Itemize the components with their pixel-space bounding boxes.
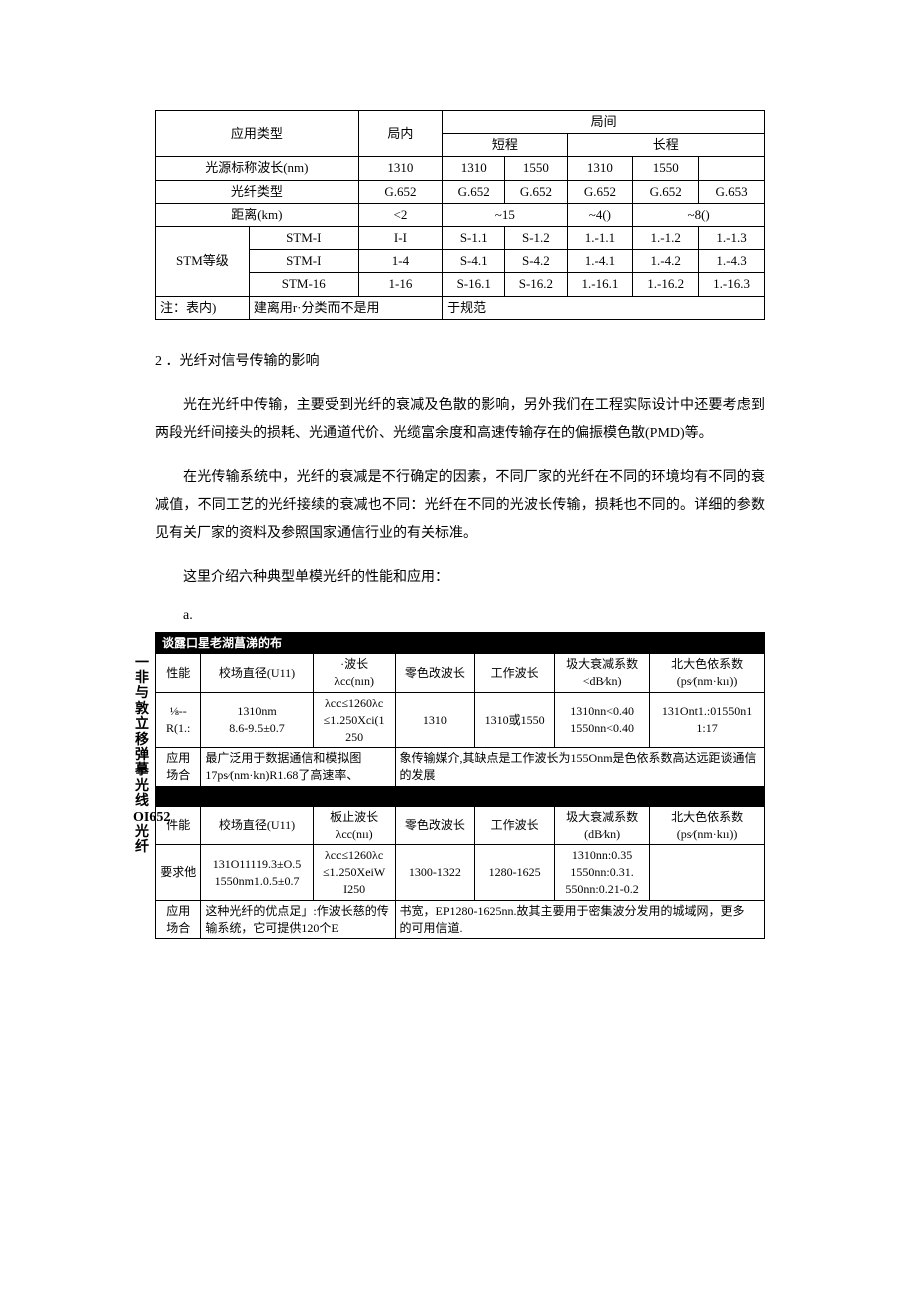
t1-cell: STM-16 xyxy=(249,273,358,296)
list-label: a. xyxy=(183,608,765,624)
t1-cell: 1.-1.2 xyxy=(633,226,699,249)
t1-cell: G.652 xyxy=(505,180,567,203)
t1-note-a: 注：表内) xyxy=(156,296,250,319)
t1-cell: <2 xyxy=(358,203,442,226)
t1-long: 长程 xyxy=(567,134,765,157)
t2-cell: 象传输媒介,其缺点是工作波长为155Onm是色依系数高达远距谈通信 的发展 xyxy=(395,748,764,787)
t2-cell: 1310nn<0.40 1550nn<0.40 xyxy=(555,693,650,748)
t1-cell: ~15 xyxy=(443,203,567,226)
t2-cell: 应用 场合 xyxy=(156,748,201,787)
t1-cell: 1.-16.1 xyxy=(567,273,633,296)
t1-cell: S-4.1 xyxy=(443,250,505,273)
t2-cell: 131Ont1.:01550n1 1:17 xyxy=(650,693,765,748)
t2-col: 零色改波长 xyxy=(395,654,475,693)
t1-cell xyxy=(699,157,765,180)
t2-cell: 1310nn:0.35 1550nn:0.31. 550nn:0.21-0.2 xyxy=(555,845,650,900)
t1-short: 短程 xyxy=(443,134,567,157)
t2-cell: 这种光纤的优点足」:作波长慈的传 输系统，它可提供120个E xyxy=(201,900,395,939)
t2-col: 北大色依系数 (ps⁄(nm·kıı)) xyxy=(650,654,765,693)
paragraph: 这里介绍六种典型单模光纤的性能和应用： xyxy=(155,564,765,592)
t1-local: 局内 xyxy=(358,111,442,157)
t1-distance-label: 距离(km) xyxy=(156,203,359,226)
t2-cell: 131O11119.3±O.5 1550nm1.0.5±0.7 xyxy=(201,845,313,900)
t2-col: 板止波长 λcc(nıı) xyxy=(313,806,395,845)
t1-cell: G.652 xyxy=(567,180,633,203)
t1-cell: 1.-4.3 xyxy=(699,250,765,273)
t2-col: 工作波长 xyxy=(475,654,555,693)
t2-cell: 要求他 xyxy=(156,845,201,900)
t2-cell xyxy=(650,845,765,900)
t2-col: 圾大衰减系数 (dB⁄kn) xyxy=(555,806,650,845)
t1-cell: I-I xyxy=(358,226,442,249)
t2-cell: 应用 场合 xyxy=(156,900,201,939)
t1-cell: 1.-16.3 xyxy=(699,273,765,296)
table-application-types: 应用类型 局内 局间 短程 长程 光源标称波长(nm) 1310 1310 15… xyxy=(155,110,765,320)
t2-col: 工作波长 xyxy=(475,806,555,845)
t2-col: 零色改波长 xyxy=(395,806,475,845)
t1-cell: 1.-1.1 xyxy=(567,226,633,249)
t1-wavelength-label: 光源标称波长(nm) xyxy=(156,157,359,180)
t1-cell: G.652 xyxy=(633,180,699,203)
t1-cell: 1310 xyxy=(567,157,633,180)
table-fiber-spec: 谈露口星老湖菖涕的布 性能 校场直径(U11) ·波长 λcc(nın) 零色改… xyxy=(155,632,765,940)
t1-note-b: 建离用r·分类而不是用 xyxy=(249,296,442,319)
paragraph: 在光传输系统中，光纤的衰减是不行确定的因素，不同厂家的光纤在不同的环境均有不同的… xyxy=(155,464,765,548)
t1-note-c: 于规范 xyxy=(443,296,765,319)
paragraph: 光在光纤中传输，主要受到光纤的衰减及色散的影响，另外我们在工程实际设计中还要考虑… xyxy=(155,392,765,448)
t2-cell: 1280-1625 xyxy=(475,845,555,900)
t1-cell: G.652 xyxy=(443,180,505,203)
t1-cell: STM-I xyxy=(249,250,358,273)
t2-col: 校场直径(U11) xyxy=(201,806,313,845)
t1-app-type: 应用类型 xyxy=(156,111,359,157)
t1-cell: STM-I xyxy=(249,226,358,249)
t1-cell: 1550 xyxy=(633,157,699,180)
t1-cell: 1.-4.1 xyxy=(567,250,633,273)
t1-cell: 1.-4.2 xyxy=(633,250,699,273)
t2-cell: ⅛-- R(1.: xyxy=(156,693,201,748)
t1-stm-label: STM等级 xyxy=(156,226,250,296)
t1-cell: S-16.2 xyxy=(505,273,567,296)
t2-cell: λcc≤1260λc ≤1.250XeiW I250 xyxy=(313,845,395,900)
t1-cell: S-1.1 xyxy=(443,226,505,249)
t2-divider xyxy=(156,787,765,807)
t2-cell: 最广泛用于数据通信和模拟图 17ps⁄(nm·kn)R1.68了高速率、 xyxy=(201,748,395,787)
t2-cell: 1300-1322 xyxy=(395,845,475,900)
t2-col: 北大色依系数 (ps⁄(nm·kıı)) xyxy=(650,806,765,845)
t2-cell: 1310或1550 xyxy=(475,693,555,748)
t2-side-label: 一非与敦立移弹摹光线OI652 光纤 xyxy=(133,656,151,856)
t1-inter: 局间 xyxy=(443,111,765,134)
t2-col: 圾大衰减系数 <dB⁄kn) xyxy=(555,654,650,693)
t2-cell: 1310nm 8.6-9.5±0.7 xyxy=(201,693,313,748)
t1-cell: 1310 xyxy=(358,157,442,180)
t1-cell: 1-4 xyxy=(358,250,442,273)
t2-col: 性能 xyxy=(156,654,201,693)
t2-cell: 书宽，EP1280-1625nn.故其主要用于密集波分发用的城域网，更多 的可用… xyxy=(395,900,764,939)
t1-cell: S-4.2 xyxy=(505,250,567,273)
t1-cell: 1310 xyxy=(443,157,505,180)
t1-cell: S-16.1 xyxy=(443,273,505,296)
t1-cell: G.652 xyxy=(358,180,442,203)
t1-cell: S-1.2 xyxy=(505,226,567,249)
t2-cell: 1310 xyxy=(395,693,475,748)
t2-cell: λcc≤1260λc ≤1.250Xci(1 250 xyxy=(313,693,395,748)
t2-col: 校场直径(U11) xyxy=(201,654,313,693)
t1-cell: G.653 xyxy=(699,180,765,203)
section-title: 2 ．光纤对信号传输的影响 xyxy=(155,348,765,376)
t1-cell: 1-16 xyxy=(358,273,442,296)
t1-fiber-label: 光纤类型 xyxy=(156,180,359,203)
t2-col: ·波长 λcc(nın) xyxy=(313,654,395,693)
t2-header-strip: 谈露口星老湖菖涕的布 xyxy=(156,632,765,654)
t1-cell: 1.-1.3 xyxy=(699,226,765,249)
t1-cell: 1550 xyxy=(505,157,567,180)
t1-cell: ~8() xyxy=(633,203,765,226)
t1-cell: ~4() xyxy=(567,203,633,226)
t1-cell: 1.-16.2 xyxy=(633,273,699,296)
